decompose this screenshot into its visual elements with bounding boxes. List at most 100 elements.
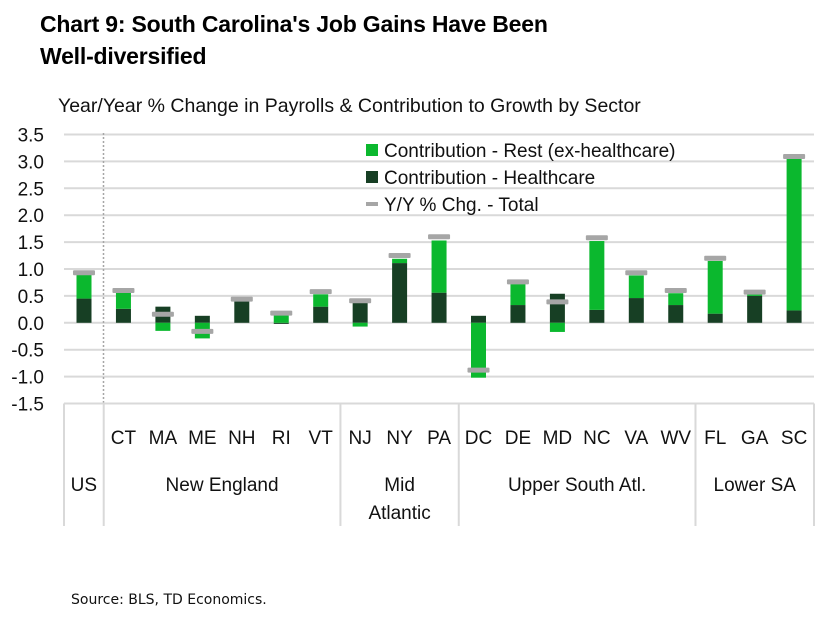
category-label-va: VA xyxy=(624,428,648,449)
category-label-nh: NH xyxy=(228,428,255,449)
category-label-fl: FL xyxy=(704,428,726,449)
total-marker-wv xyxy=(664,288,687,294)
bar-rest-us xyxy=(76,273,92,299)
group-label: Upper South Atl. xyxy=(508,475,646,496)
y-tick-label: 0.0 xyxy=(18,314,44,335)
legend-label: Contribution - Rest (ex-healthcare) xyxy=(384,141,675,162)
legend: Contribution - Rest (ex-healthcare) Contr… xyxy=(366,141,675,216)
category-label-nj: NJ xyxy=(349,428,372,449)
total-marker-vt xyxy=(309,289,332,295)
bar-healthcare-ny xyxy=(392,263,408,323)
category-label-me: ME xyxy=(188,428,217,449)
bar-rest-ct xyxy=(115,292,131,309)
total-marker-us xyxy=(73,270,95,276)
category-label-sc: SC xyxy=(781,428,807,449)
bar-healthcare-md xyxy=(549,293,565,323)
y-axis-ticks: 3.5 3.0 2.5 2.0 1.5 1.0 0.5 0.0 -0.5 -1.0 -1.5 xyxy=(11,126,44,416)
bar-healthcare-ri xyxy=(273,322,289,324)
bar-rest-de xyxy=(510,284,526,306)
bar-rest-dc xyxy=(471,322,486,378)
bar-rest-vt xyxy=(313,294,329,307)
bar-healthcare-wv xyxy=(668,305,684,323)
bar-healthcare-me xyxy=(194,315,210,323)
y-tick-label: 3.0 xyxy=(18,152,44,173)
chart-subtitle: Year/Year % Change in Payrolls & Contrib… xyxy=(58,95,641,117)
bar-rest-sc xyxy=(786,158,802,311)
total-marker-md xyxy=(546,299,569,305)
legend-swatch xyxy=(366,202,378,206)
category-label-ri: RI xyxy=(272,428,291,449)
bar-healthcare-nh xyxy=(234,301,250,323)
bars xyxy=(76,158,802,378)
bar-healthcare-ga xyxy=(747,295,763,323)
y-tick-label: 2.0 xyxy=(18,206,44,227)
chart-title: Chart 9: South Carolina's Job Gains Have… xyxy=(40,8,548,72)
category-axis: US CT MA ME NH RI VT New England NJ NY PA Mid Atlant… xyxy=(63,402,815,526)
total-marker-va xyxy=(625,270,648,276)
bar-rest-pa xyxy=(431,240,447,293)
category-label-de: DE xyxy=(505,428,531,449)
bar-healthcare-nj xyxy=(352,302,368,323)
total-marker-ny xyxy=(388,253,411,259)
category-label-ga: GA xyxy=(741,428,769,449)
bar-rest-ma xyxy=(155,322,171,331)
gridlines xyxy=(64,133,814,404)
total-marker-me xyxy=(191,328,214,334)
group-label: New England xyxy=(166,475,279,496)
bar-healthcare-fl xyxy=(707,313,723,323)
bar-healthcare-sc xyxy=(786,310,802,323)
y-tick-label: 2.5 xyxy=(18,179,44,200)
bar-healthcare-ct xyxy=(115,308,131,323)
total-marker-nh xyxy=(230,296,253,302)
bar-healthcare-vt xyxy=(313,306,329,323)
category-label-ny: NY xyxy=(386,428,413,449)
bar-healthcare-pa xyxy=(431,292,447,323)
group-label: Lower SA xyxy=(714,475,797,496)
bar-rest-ga xyxy=(747,294,763,296)
bar-rest-nc xyxy=(589,241,605,310)
bar-healthcare-va xyxy=(628,298,644,323)
total-marker-pa xyxy=(428,234,451,240)
bar-healthcare-de xyxy=(510,305,526,323)
group-label: Atlantic xyxy=(368,503,430,524)
total-marker-ct xyxy=(112,288,135,294)
total-marker-fl xyxy=(704,255,727,261)
total-marker-ga xyxy=(743,289,766,295)
total-marker-de xyxy=(506,279,529,285)
y-tick-label: -1.0 xyxy=(11,368,44,389)
group-label: US xyxy=(71,475,97,496)
total-marker-nc xyxy=(585,235,608,241)
total-marker-ri xyxy=(270,310,293,316)
total-marker-ma xyxy=(151,311,174,317)
category-label-md: MD xyxy=(543,428,573,449)
category-label-wv: WV xyxy=(660,428,691,449)
y-tick-label: -0.5 xyxy=(11,341,44,362)
bar-healthcare-dc xyxy=(471,315,486,323)
legend-label: Y/Y % Chg. - Total xyxy=(384,195,539,216)
category-label-vt: VT xyxy=(309,428,334,449)
total-marker-nj xyxy=(349,298,372,304)
category-label-ma: MA xyxy=(149,428,178,449)
legend-label: Contribution - Healthcare xyxy=(384,168,595,189)
legend-swatch xyxy=(366,144,378,156)
bar-rest-va xyxy=(628,275,644,299)
bar-rest-ny xyxy=(392,258,408,264)
y-tick-label: 1.0 xyxy=(18,260,44,281)
source-note: Source: BLS, TD Economics. xyxy=(71,592,267,608)
y-tick-label: 3.5 xyxy=(18,126,44,147)
bar-healthcare-nc xyxy=(589,309,605,323)
chart-title-line-2: Well-diversified xyxy=(40,43,207,69)
category-label-dc: DC xyxy=(465,428,492,449)
bar-healthcare-us xyxy=(76,298,92,323)
bar-rest-md xyxy=(549,322,565,332)
category-label-nc: NC xyxy=(583,428,610,449)
legend-swatch xyxy=(366,171,378,183)
total-marker-sc xyxy=(783,154,806,160)
y-tick-label: 0.5 xyxy=(18,287,44,308)
bar-rest-nj xyxy=(352,322,368,327)
bar-rest-ri xyxy=(273,314,289,323)
y-tick-label: 1.5 xyxy=(18,233,44,254)
category-label-pa: PA xyxy=(427,428,451,449)
bar-rest-wv xyxy=(668,293,684,306)
category-label-ct: CT xyxy=(111,428,137,449)
